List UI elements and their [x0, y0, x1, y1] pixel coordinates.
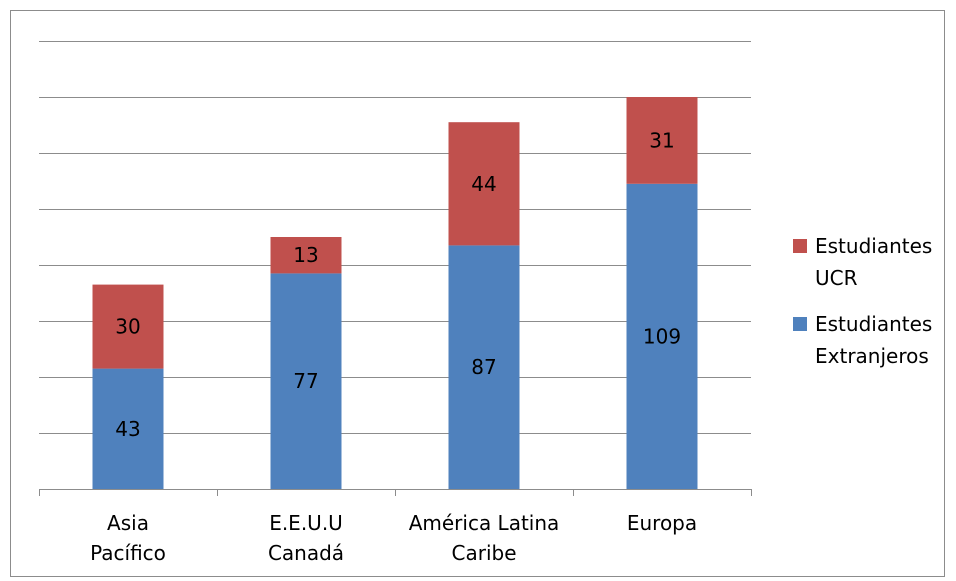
legend-label-ucr: Estudiantes UCR	[815, 234, 933, 290]
bar-segment	[270, 273, 342, 489]
legend-label-extranjeros: Estudiantes Extranjeros	[815, 312, 933, 368]
bar-segment	[626, 97, 698, 184]
legend-item-extranjeros: Estudiantes Extranjeros	[793, 308, 953, 372]
data-label: 31	[649, 128, 674, 152]
x-tick-label: Caribe	[452, 541, 517, 565]
x-axis: Asia Pacífico E.E.U.U Canadá América Latina C…	[39, 489, 752, 565]
data-label: 109	[643, 324, 681, 348]
legend-swatch-extranjeros	[793, 317, 807, 331]
x-tick-label: Pacífico	[90, 541, 166, 565]
legend-swatch-ucr	[793, 239, 807, 253]
bar-segment	[626, 183, 698, 490]
data-label: 43	[115, 417, 140, 441]
data-label: 13	[293, 243, 318, 267]
bar-segment	[270, 237, 342, 274]
data-label: 44	[471, 172, 496, 196]
data-label: 77	[293, 369, 318, 393]
bar-segment	[92, 368, 164, 489]
x-tick-label: Canadá	[268, 541, 344, 565]
bar-segment	[448, 245, 520, 489]
bars: 43 30 77 13 87 44 109 31	[92, 97, 698, 490]
x-tick-label: Asia	[107, 511, 149, 535]
legend: Estudiantes UCR Estudiantes Extranjeros	[793, 230, 953, 386]
data-label: 87	[471, 355, 496, 379]
x-tick-label: Europa	[627, 511, 697, 535]
x-tick-label: América Latina	[409, 511, 560, 535]
legend-item-ucr: Estudiantes UCR	[793, 230, 953, 294]
x-tick-label: E.E.U.U	[269, 511, 343, 535]
bar-segment	[448, 122, 520, 246]
bar-segment	[92, 284, 164, 369]
data-label: 30	[115, 315, 140, 339]
